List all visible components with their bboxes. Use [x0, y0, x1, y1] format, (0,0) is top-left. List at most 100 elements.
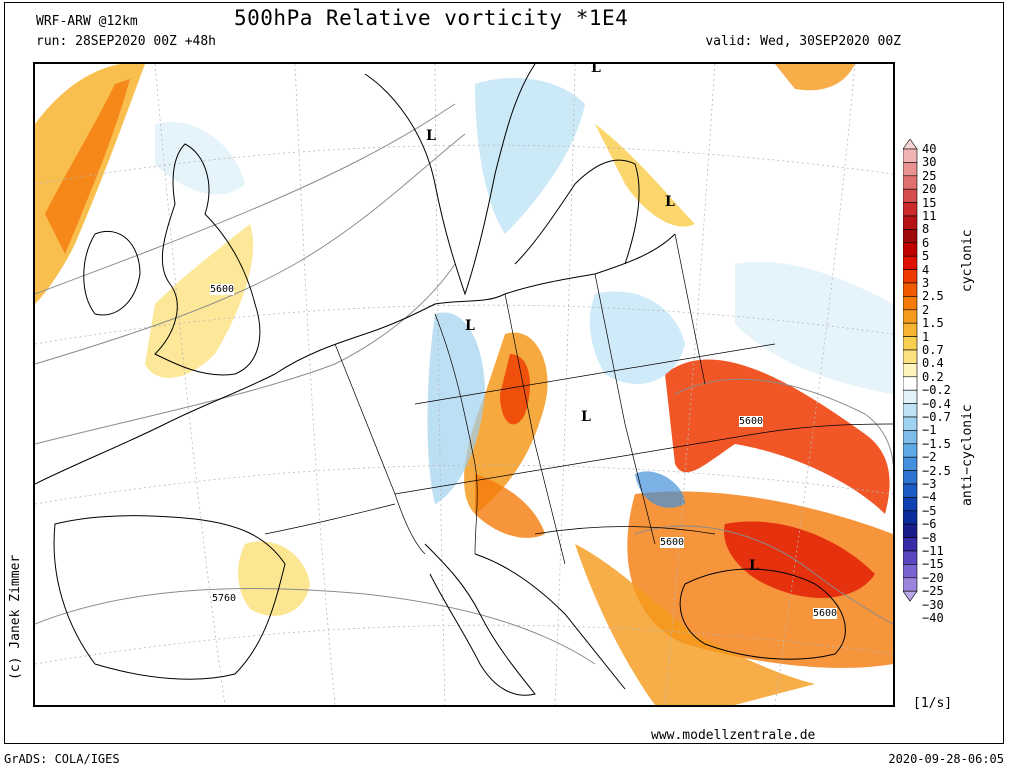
vorticity-patch-northeast — [775, 64, 855, 91]
vorticity-patch-poland — [589, 291, 685, 384]
anticyclonic-label: anti−cyclonic — [960, 404, 975, 506]
colorbar-tick-label: 5 — [922, 249, 930, 264]
vorticity-patch-atlantic-core — [45, 79, 130, 254]
colorbar-swatch — [903, 430, 918, 445]
vorticity-patch-alps — [475, 474, 545, 538]
colorbar-swatch — [903, 443, 918, 458]
colorbar-tick-label: 15 — [922, 195, 937, 210]
coast-italy — [424, 543, 536, 696]
colorbar-tick-label: −1.5 — [922, 436, 951, 451]
colorbar-tick-label: 3 — [922, 276, 930, 290]
colorbar-tick-label: −2 — [922, 450, 937, 465]
colorbar-tick-label: 4 — [922, 262, 930, 277]
colorbar-swatch — [903, 537, 918, 552]
low-pressure-label: L — [426, 128, 436, 144]
vorticity-map: L L L L L L 5600 5600 5600 5600 5760 — [33, 62, 895, 707]
colorbar-swatch — [903, 376, 918, 391]
vorticity-patch-balkans — [575, 544, 815, 705]
colorbar-swatch — [903, 363, 918, 378]
colorbar-swatch — [903, 497, 918, 512]
chart-title: 500hPa Relative vorticity *1E4 — [234, 6, 629, 30]
colorbar-min-arrow — [903, 590, 918, 602]
website-url: www.modellzentrale.de — [651, 728, 816, 743]
colorbar-swatch — [903, 577, 918, 592]
colorbar-swatch — [903, 242, 918, 257]
colorbar-tick-label: 40 — [922, 142, 937, 156]
colorbar-swatch — [903, 403, 918, 418]
low-pressure-label: L — [749, 558, 759, 574]
colorbar-tick-label: 2.5 — [922, 289, 944, 304]
figure-frame — [4, 2, 1004, 744]
coast-britain — [154, 143, 261, 376]
colorbar-swatch — [903, 309, 918, 324]
colorbar-max-arrow — [903, 139, 918, 150]
colorbar-swatch — [903, 269, 918, 284]
vorticity-patch-north-sea — [427, 312, 485, 504]
software-label: GrADS: COLA/IGES — [4, 752, 120, 766]
colorbar-tick-label: 11 — [922, 209, 937, 223]
run-label: run: 28SEP2020 00Z +48h — [36, 34, 217, 49]
valid-label: valid: Wed, 30SEP2020 00Z — [705, 34, 901, 49]
colorbar-tick-label: 25 — [922, 168, 937, 183]
vorticity-patch-britain — [145, 224, 254, 378]
colorbar-tick-label: 0.7 — [922, 343, 944, 357]
colorbar-swatch — [903, 296, 918, 311]
vorticity-patch-germany-core — [500, 354, 530, 425]
vorticity-patch-carpathian — [635, 471, 685, 508]
coast-scandinavia — [364, 64, 536, 296]
height-contours — [35, 103, 893, 665]
coast-black-sea — [679, 568, 846, 660]
colorbar-swatch — [903, 510, 918, 525]
colorbar-tick-label: 6 — [922, 235, 930, 250]
colorbar-tick-label: 0.2 — [922, 369, 944, 384]
colorbar-tick-label: 2 — [922, 302, 930, 317]
colorbar-tick-label: −11 — [922, 544, 944, 558]
colorbar-tick-label: −0.2 — [922, 383, 951, 398]
colorbar-tick-label: −5 — [922, 503, 937, 518]
low-pressure-label: L — [591, 62, 601, 76]
colorbar-tick-label: −6 — [922, 517, 937, 532]
coast-adriatic — [474, 553, 626, 690]
contour-label: 5600 — [813, 608, 838, 619]
vorticity-patch-russia — [735, 262, 893, 394]
cyclonic-label: cyclonic — [960, 229, 975, 292]
cyclonic-vorticity-areas — [35, 64, 893, 705]
vorticity-patch-scandinavia — [475, 78, 585, 234]
colorbar-tick-label: 20 — [922, 182, 937, 197]
borders — [264, 233, 893, 565]
colorbar-tick-label: −0.4 — [922, 396, 951, 411]
low-pressure-label: L — [665, 194, 675, 210]
map-canvas — [35, 64, 893, 705]
colorbar-tick-label: −40 — [922, 611, 944, 625]
colorbar-tick-label: 8 — [922, 222, 930, 237]
colorbar-tick-label: −20 — [922, 570, 944, 585]
colorbar-swatches — [903, 139, 918, 602]
colorbar-tick-label: −0.7 — [922, 410, 951, 424]
vorticity-patch-iberia — [238, 541, 310, 616]
colorbar-swatch — [903, 322, 918, 337]
colorbar-swatch — [903, 282, 918, 297]
colorbar-tick-label: −4 — [922, 490, 937, 505]
units-label: [1/s] — [913, 696, 953, 711]
colorbar-swatch — [903, 202, 918, 217]
author-credit: (c) Janek Zimmer — [8, 554, 23, 680]
colorbar-tick-label: −25 — [922, 584, 944, 599]
colorbar-swatch — [903, 564, 918, 579]
vorticity-patch-black-sea-core — [724, 521, 875, 598]
colorbar-tick-label: −3 — [922, 477, 937, 491]
anticyclonic-vorticity-areas — [155, 78, 893, 508]
colorbar-swatch — [903, 416, 918, 431]
low-pressure-label: L — [465, 318, 475, 334]
contour-label: 5600 — [660, 537, 685, 548]
graticule — [35, 64, 893, 705]
colorbar-swatch — [903, 483, 918, 498]
colorbar-swatch — [903, 456, 918, 471]
colorbar-swatch — [903, 349, 918, 364]
model-label: WRF-ARW @12km — [36, 14, 138, 29]
colorbar-tick-label: −30 — [922, 597, 944, 612]
timestamp: 2020-09-28-06:05 — [888, 752, 1004, 766]
colorbar-swatch — [903, 470, 918, 485]
colorbar-swatch — [903, 162, 918, 177]
colorbar-swatch — [903, 148, 918, 163]
contour-label: 5600 — [210, 284, 235, 295]
